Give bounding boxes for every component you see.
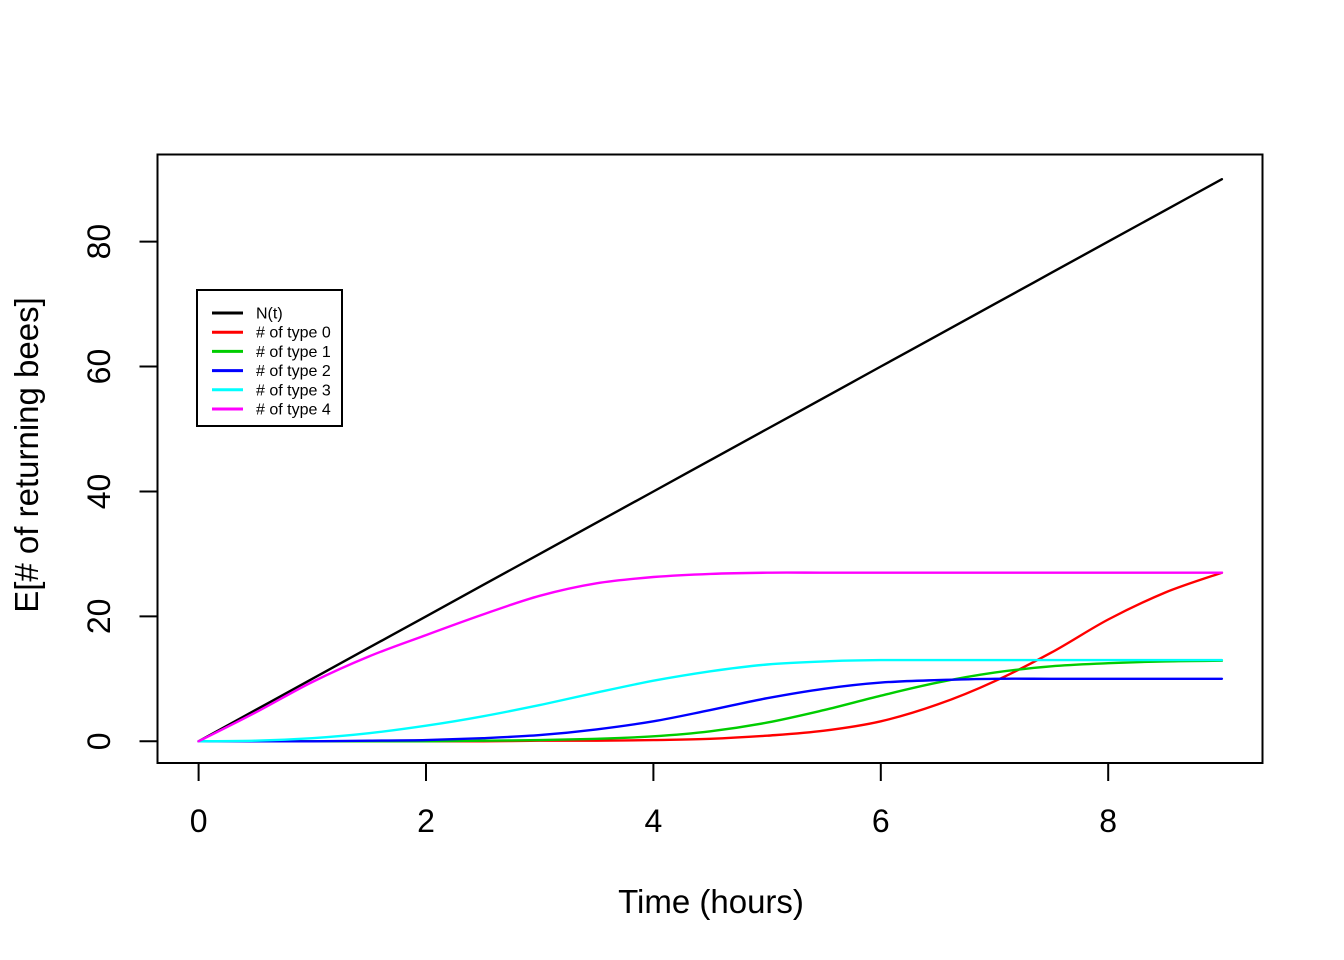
x-tick-label: 8 bbox=[1099, 803, 1117, 839]
y-tick-label: 60 bbox=[81, 349, 117, 385]
x-axis-title: Time (hours) bbox=[618, 883, 804, 920]
series-line-0 bbox=[197, 178, 1224, 743]
series-line-4 bbox=[197, 658, 1224, 743]
series-line-5 bbox=[197, 571, 1224, 743]
x-tick-label: 6 bbox=[872, 803, 890, 839]
legend-label: # of type 3 bbox=[256, 382, 331, 399]
legend: N(t) # of type 0 # of type 1 # of type 2 # o… bbox=[196, 289, 343, 427]
x-axis: 0 2 4 6 8 bbox=[190, 763, 1117, 839]
legend-box bbox=[196, 289, 343, 427]
x-tick-label: 4 bbox=[645, 803, 663, 839]
x-tick-label: 0 bbox=[190, 803, 208, 839]
legend-label: # of type 4 bbox=[256, 402, 331, 419]
y-tick-label: 80 bbox=[81, 224, 117, 260]
legend-label: # of type 2 bbox=[256, 363, 331, 380]
y-axis: 0 20 40 60 80 bbox=[81, 224, 158, 750]
series-lines bbox=[197, 178, 1224, 743]
y-tick-label: 40 bbox=[81, 474, 117, 510]
legend-label: N(t) bbox=[256, 306, 283, 323]
plot-area-border bbox=[156, 153, 1264, 764]
legend-label: # of type 0 bbox=[256, 325, 331, 342]
y-tick-label: 0 bbox=[81, 732, 117, 750]
legend-label: # of type 1 bbox=[256, 344, 331, 361]
x-tick-label: 2 bbox=[417, 803, 435, 839]
series-line-3 bbox=[197, 677, 1224, 743]
y-axis-title: E[# of returning bees] bbox=[8, 297, 45, 613]
y-tick-label: 20 bbox=[81, 599, 117, 635]
